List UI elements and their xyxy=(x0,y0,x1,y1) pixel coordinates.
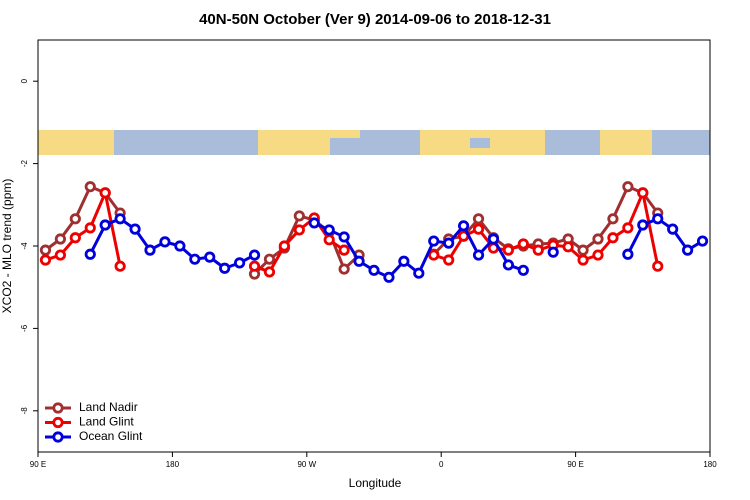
map-strip xyxy=(38,130,710,155)
y-tick-label: 0 xyxy=(20,78,29,83)
data-point xyxy=(577,254,589,266)
legend-marker xyxy=(52,416,64,429)
data-point xyxy=(84,181,96,193)
data-point xyxy=(637,219,649,231)
legend-marker xyxy=(52,402,64,414)
data-point xyxy=(607,232,619,244)
data-point xyxy=(323,234,335,246)
data-point xyxy=(502,259,514,271)
data-point xyxy=(54,249,67,261)
data-point xyxy=(114,260,126,272)
data-point xyxy=(368,264,380,276)
data-point xyxy=(263,266,276,278)
data-point xyxy=(592,249,604,261)
data-point xyxy=(278,240,290,252)
data-point xyxy=(293,224,305,236)
x-tick-label: 180 xyxy=(166,460,180,469)
data-point xyxy=(69,232,81,244)
legend-label: Land Glint xyxy=(79,415,134,429)
x-axis-label: Longitude xyxy=(349,476,402,490)
data-point xyxy=(383,271,395,283)
data-point xyxy=(457,220,470,232)
y-axis-label: XCO2 - MLO trend (ppm) xyxy=(0,179,14,314)
data-point xyxy=(84,248,96,260)
data-point xyxy=(189,253,201,265)
data-point xyxy=(353,255,365,267)
data-point xyxy=(443,254,455,266)
x-tick-label: 90 E xyxy=(30,460,46,469)
data-point xyxy=(592,233,604,245)
data-point xyxy=(622,248,634,260)
data-point xyxy=(398,255,410,267)
data-point xyxy=(472,213,485,225)
data-point xyxy=(696,235,709,247)
data-point xyxy=(338,244,350,256)
chart-title: 40N-50N October (Ver 9) 2014-09-06 to 20… xyxy=(199,11,551,28)
data-point xyxy=(308,217,320,229)
data-point xyxy=(323,224,335,236)
data-point xyxy=(234,257,246,269)
data-point xyxy=(69,213,81,225)
data-point xyxy=(532,244,544,256)
x-tick-label: 180 xyxy=(703,460,717,469)
data-point xyxy=(502,244,514,256)
y-tick-label: -8 xyxy=(20,407,29,415)
data-point xyxy=(159,236,171,248)
data-point xyxy=(174,240,186,252)
data-point xyxy=(443,237,455,249)
data-point xyxy=(144,244,156,256)
data-point xyxy=(413,267,425,279)
data-point xyxy=(39,244,52,256)
data-point xyxy=(338,263,350,275)
data-point xyxy=(472,223,485,235)
data-point xyxy=(667,223,679,235)
data-point xyxy=(428,235,440,247)
data-point xyxy=(652,260,664,272)
data-point xyxy=(622,222,634,234)
legend-label: Ocean Glint xyxy=(79,429,143,443)
data-point xyxy=(652,213,664,225)
y-tick-label: -6 xyxy=(20,324,29,332)
data-point xyxy=(547,246,559,258)
data-point xyxy=(54,233,67,245)
data-point xyxy=(607,213,619,225)
data-point xyxy=(637,187,649,199)
x-tick-label: 90 W xyxy=(297,460,316,469)
data-point xyxy=(219,262,231,274)
data-point xyxy=(99,187,111,199)
data-point xyxy=(517,264,529,276)
data-point xyxy=(114,213,126,225)
data-point xyxy=(129,223,141,235)
legend-marker xyxy=(52,431,64,443)
y-tick-label: -4 xyxy=(20,242,29,250)
data-point xyxy=(84,222,96,234)
data-point xyxy=(293,210,305,222)
x-tick-label: 90 E xyxy=(567,460,583,469)
plot-frame xyxy=(37,39,711,453)
data-point xyxy=(562,241,574,253)
data-point xyxy=(338,231,350,243)
data-point xyxy=(204,251,216,263)
y-tick-label: -2 xyxy=(20,159,29,167)
legend-label: Land Nadir xyxy=(79,400,138,414)
data-point xyxy=(472,249,485,261)
data-point xyxy=(517,238,529,250)
data-point xyxy=(248,260,261,272)
x-tick-label: 0 xyxy=(439,460,444,469)
data-point xyxy=(487,233,500,245)
data-point xyxy=(681,244,694,256)
data-point xyxy=(622,181,634,193)
data-point xyxy=(577,244,589,256)
data-point xyxy=(248,249,261,261)
data-point xyxy=(39,254,52,266)
data-point xyxy=(428,249,440,261)
data-point xyxy=(99,219,111,231)
data-point xyxy=(263,253,276,265)
